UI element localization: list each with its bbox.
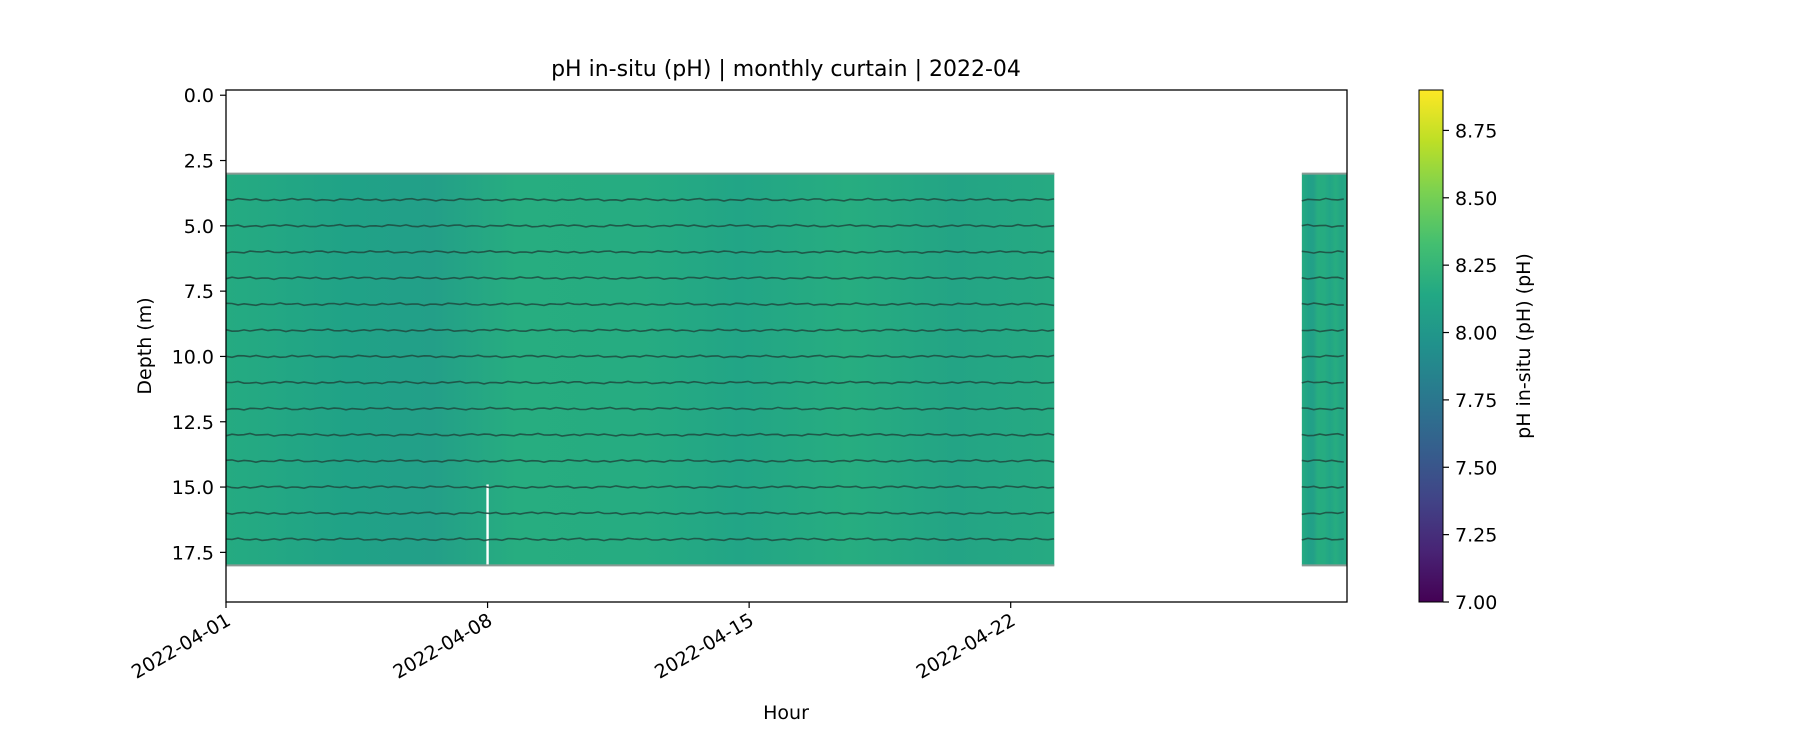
data-gap-1 — [486, 484, 489, 566]
y-axis: 0.0 2.5 5.0 7.5 10.0 12.5 15.0 17.5 — [172, 85, 226, 564]
sensor-line-12m — [225, 406, 1055, 411]
colorbar-tick-label: 7.50 — [1455, 457, 1497, 479]
sensor-line-5m — [1301, 223, 1344, 228]
x-axis: 2022-04-01 2022-04-08 2022-04-15 2022-04-22 — [128, 602, 1019, 684]
colorbar-tick-label: 7.75 — [1455, 390, 1497, 412]
curtain-segment-1 — [226, 173, 1055, 566]
sensor-line-15m — [225, 484, 1055, 490]
sensor-line-14m — [225, 458, 1055, 464]
x-axis-label: Hour — [763, 702, 809, 724]
sensor-lines-layer — [225, 172, 1347, 567]
sensor-line-5m — [226, 223, 1055, 228]
y-tick-label: 7.5 — [184, 281, 214, 303]
sensor-line-4m — [1301, 197, 1344, 202]
sensor-line-8m — [225, 302, 1055, 307]
colorbar-tick-label: 7.25 — [1455, 525, 1497, 547]
chart-title: pH in-situ (pH) | monthly curtain | 2022… — [551, 57, 1021, 82]
y-axis-label: Depth (m) — [134, 297, 156, 394]
sensor-line-13m — [1301, 432, 1345, 437]
y-tick-label: 5.0 — [184, 216, 214, 238]
colorbar-axis: 7.00 7.25 7.50 7.75 8.00 8.25 8.50 8.75 — [1443, 120, 1497, 614]
colorbar-tick-label: 8.75 — [1455, 120, 1497, 142]
colorbar-tick-label: 8.00 — [1455, 323, 1497, 345]
colorbar — [1418, 89, 1444, 603]
sensor-line-16m — [225, 511, 1055, 516]
sensor-line-6m — [1301, 250, 1344, 254]
sensor-line-7m — [1301, 276, 1345, 280]
sensor-line-10m — [1301, 354, 1344, 359]
sensor-line-12m — [1301, 407, 1344, 411]
y-tick-label: 2.5 — [184, 151, 214, 173]
curtain-data-layer — [226, 173, 1347, 566]
sensor-line-9m — [1301, 328, 1344, 333]
curtain-segment-2 — [1301, 173, 1347, 566]
x-tick-label: 2022-04-15 — [651, 609, 758, 683]
sensor-line-8m — [1301, 302, 1344, 306]
colorbar-tick-label: 8.50 — [1455, 188, 1497, 210]
sensor-line-11m — [225, 380, 1055, 385]
colorbar-tick-label: 7.00 — [1455, 592, 1497, 614]
sensor-line-14m — [1301, 459, 1344, 463]
sensor-line-4m — [225, 197, 1055, 202]
x-tick-label: 2022-04-22 — [913, 609, 1020, 683]
sensor-line-17m — [1301, 537, 1344, 541]
colorbar-tick-label: 8.25 — [1455, 255, 1497, 277]
sensor-line-13m — [225, 432, 1055, 437]
y-tick-label: 12.5 — [172, 412, 214, 434]
sensor-line-9m — [225, 328, 1055, 333]
sensor-line-15m — [1301, 485, 1344, 489]
sensor-line-6m — [225, 249, 1055, 255]
y-tick-label: 15.0 — [172, 477, 214, 499]
x-tick-label: 2022-04-08 — [389, 609, 496, 683]
sensor-line-7m — [225, 275, 1055, 281]
y-tick-label: 17.5 — [172, 542, 214, 564]
y-tick-label: 10.0 — [172, 346, 214, 368]
sensor-line-10m — [225, 354, 1055, 359]
sensor-line-17m — [225, 537, 1055, 542]
sensor-line-11m — [1301, 380, 1344, 385]
plot-frame — [225, 89, 1348, 603]
sensor-line-16m — [1301, 511, 1344, 516]
y-tick-label: 0.0 — [184, 85, 214, 107]
colorbar-label: pH in-situ (pH) (pH) — [1513, 253, 1535, 439]
x-tick-label: 2022-04-01 — [128, 609, 235, 683]
